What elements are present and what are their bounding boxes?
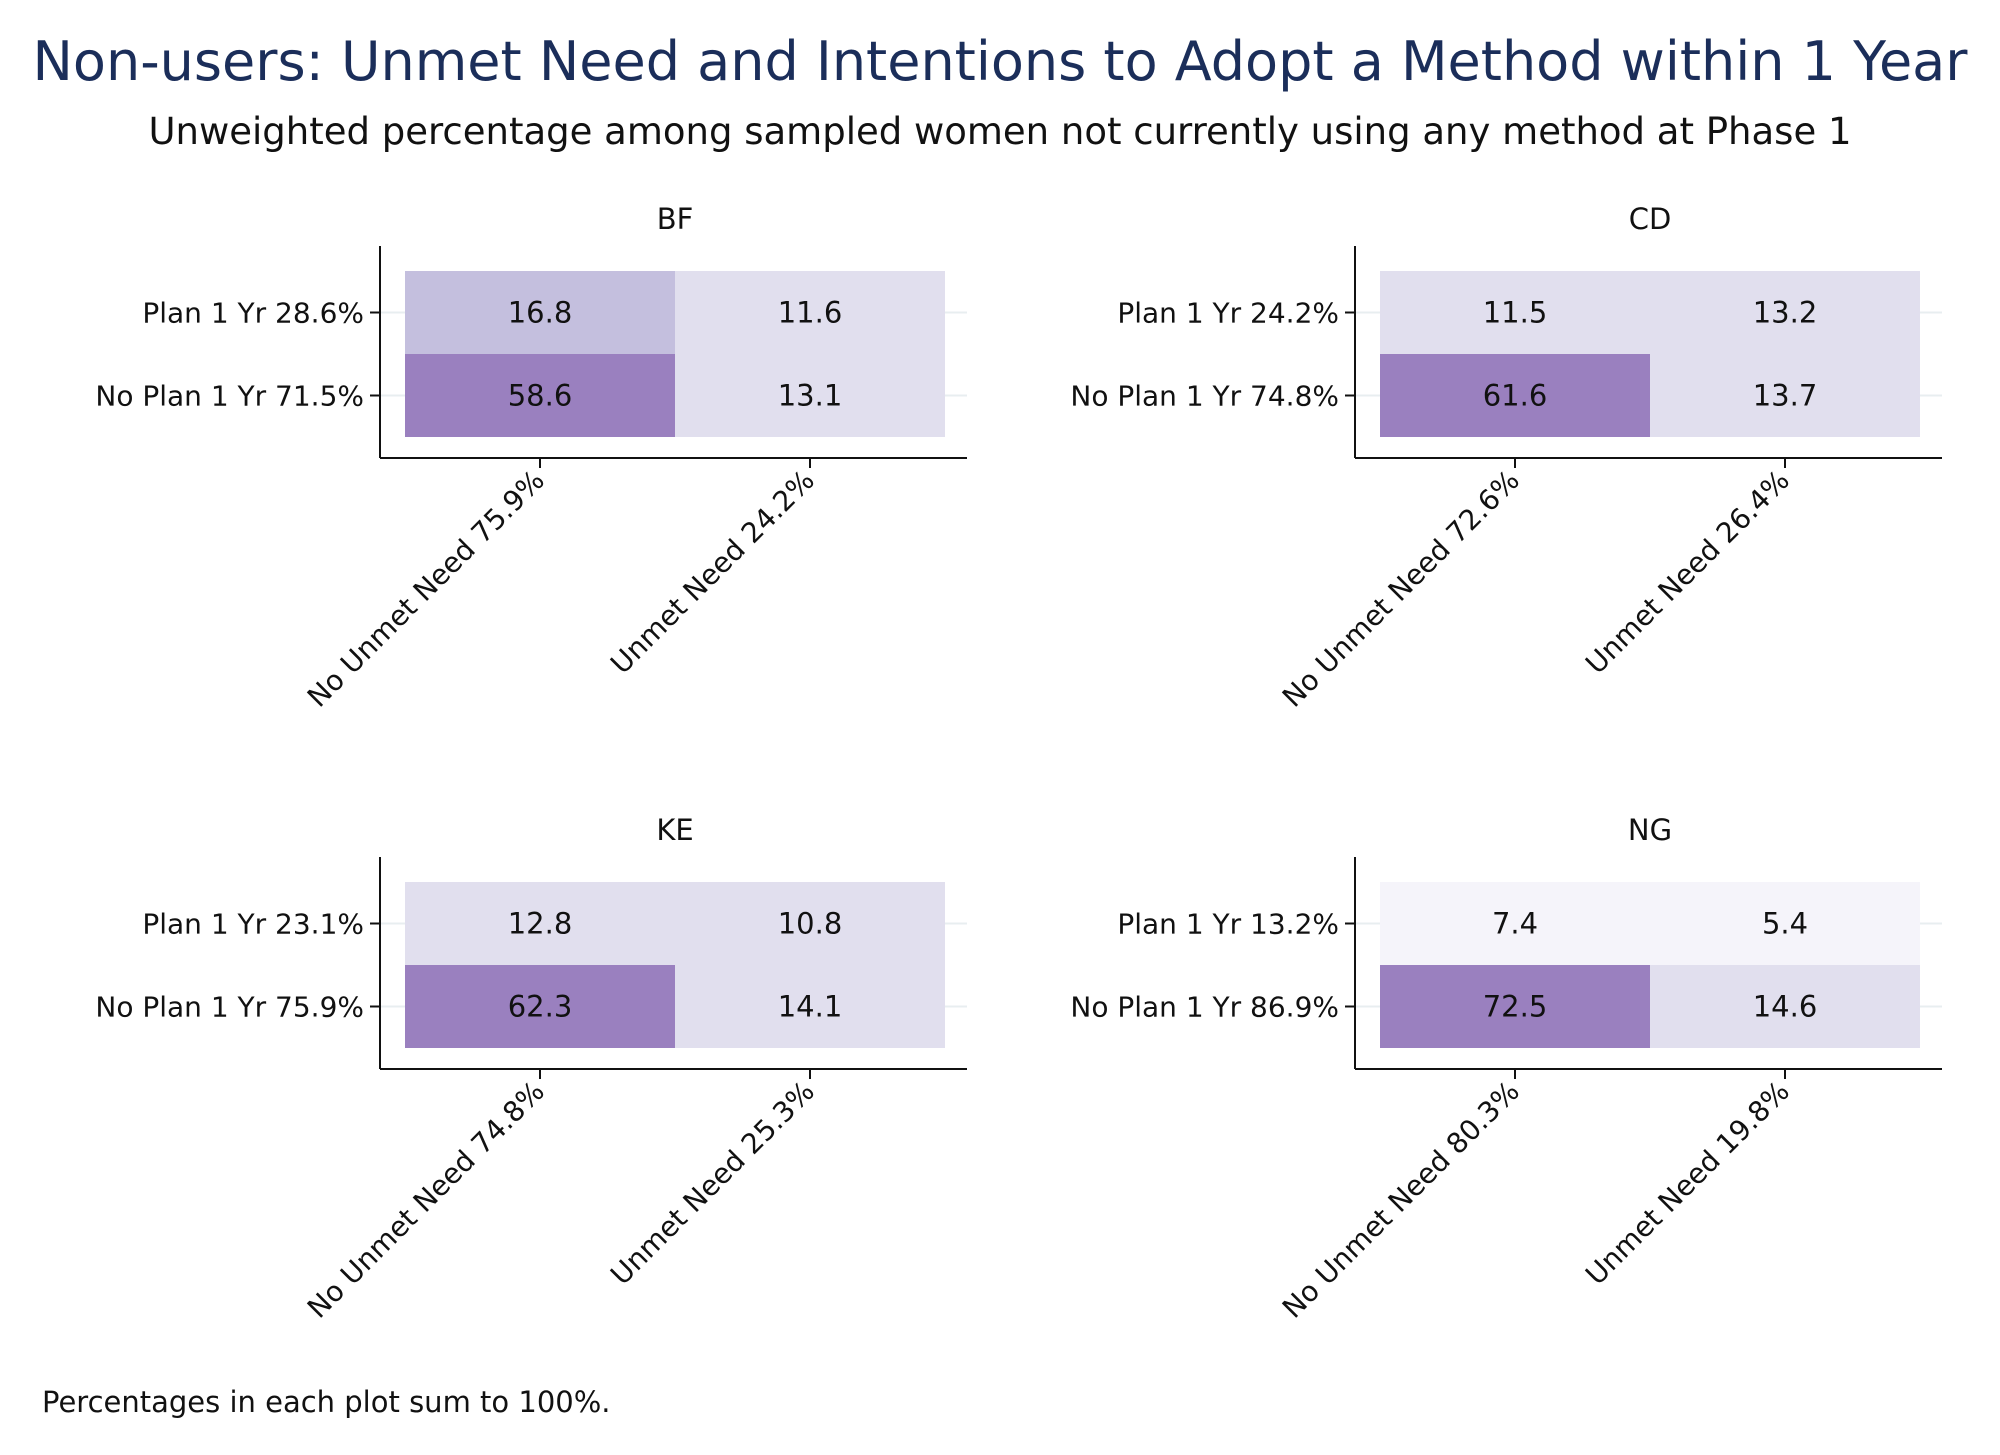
heatmap-cell — [1380, 271, 1650, 354]
cell-value-label: 11.6 — [778, 296, 843, 330]
y-tick-label: Plan 1 Yr 24.2% — [1117, 297, 1339, 330]
y-tick-label: Plan 1 Yr 13.2% — [1117, 908, 1339, 941]
footnote: Percentages in each plot sum to 100%. — [42, 1385, 611, 1419]
heatmap-cell — [405, 271, 675, 354]
cell-value-label: 13.1 — [778, 379, 843, 413]
cell-value-label: 7.4 — [1492, 907, 1538, 941]
x-tick-label: Unmet Need 24.2% — [604, 464, 821, 681]
heatmap-cell — [675, 882, 945, 965]
heatmap-cell — [1650, 354, 1920, 437]
cell-value-label: 10.8 — [778, 907, 843, 941]
cell-value-label: 16.8 — [508, 296, 573, 330]
x-tick-label: Unmet Need 19.8% — [1579, 1075, 1796, 1292]
heatmap-cell — [675, 354, 945, 437]
heatmap-cell — [405, 354, 675, 437]
heatmap-cell — [675, 271, 945, 354]
panel-title: CD — [1629, 202, 1672, 236]
x-tick-label: No Unmet Need 80.3% — [1276, 1075, 1526, 1325]
y-tick-label: No Plan 1 Yr 74.8% — [1070, 380, 1339, 413]
cell-value-label: 58.6 — [508, 379, 573, 413]
x-tick-label: Unmet Need 25.3% — [604, 1075, 821, 1292]
x-tick-label: No Unmet Need 74.8% — [301, 1075, 551, 1325]
chart-title: Non-users: Unmet Need and Intentions to … — [32, 30, 1968, 93]
cell-value-label: 5.4 — [1762, 907, 1808, 941]
cell-value-label: 13.7 — [1753, 379, 1818, 413]
panel-title: NG — [1628, 813, 1672, 847]
x-tick-label: No Unmet Need 72.6% — [1276, 464, 1526, 714]
heatmap-cell — [1380, 965, 1650, 1048]
cell-value-label: 14.1 — [778, 990, 843, 1024]
x-tick-label: No Unmet Need 75.9% — [301, 464, 551, 714]
x-tick-label: Unmet Need 26.4% — [1579, 464, 1796, 681]
cell-value-label: 72.5 — [1483, 990, 1548, 1024]
heatmap-cell — [675, 965, 945, 1048]
panel-title: BF — [657, 202, 694, 236]
cell-value-label: 11.5 — [1483, 296, 1548, 330]
heatmap-cell — [1650, 965, 1920, 1048]
y-tick-label: No Plan 1 Yr 71.5% — [95, 380, 364, 413]
cell-value-label: 13.2 — [1753, 296, 1818, 330]
heatmap-cell — [1650, 271, 1920, 354]
heatmap-cell — [405, 965, 675, 1048]
cell-value-label: 14.6 — [1753, 990, 1818, 1024]
y-tick-label: No Plan 1 Yr 86.9% — [1070, 991, 1339, 1024]
cell-value-label: 12.8 — [508, 907, 573, 941]
y-tick-label: Plan 1 Yr 28.6% — [142, 297, 364, 330]
cell-value-label: 62.3 — [508, 990, 573, 1024]
panel-title: KE — [656, 813, 693, 847]
heatmap-cell — [1380, 882, 1650, 965]
cell-value-label: 61.6 — [1483, 379, 1548, 413]
chart-subtitle: Unweighted percentage among sampled wome… — [148, 110, 1852, 153]
heatmap-cell — [1650, 882, 1920, 965]
heatmap-cell — [1380, 354, 1650, 437]
y-tick-label: Plan 1 Yr 23.1% — [142, 908, 364, 941]
y-tick-label: No Plan 1 Yr 75.9% — [95, 991, 364, 1024]
heatmap-cell — [405, 882, 675, 965]
